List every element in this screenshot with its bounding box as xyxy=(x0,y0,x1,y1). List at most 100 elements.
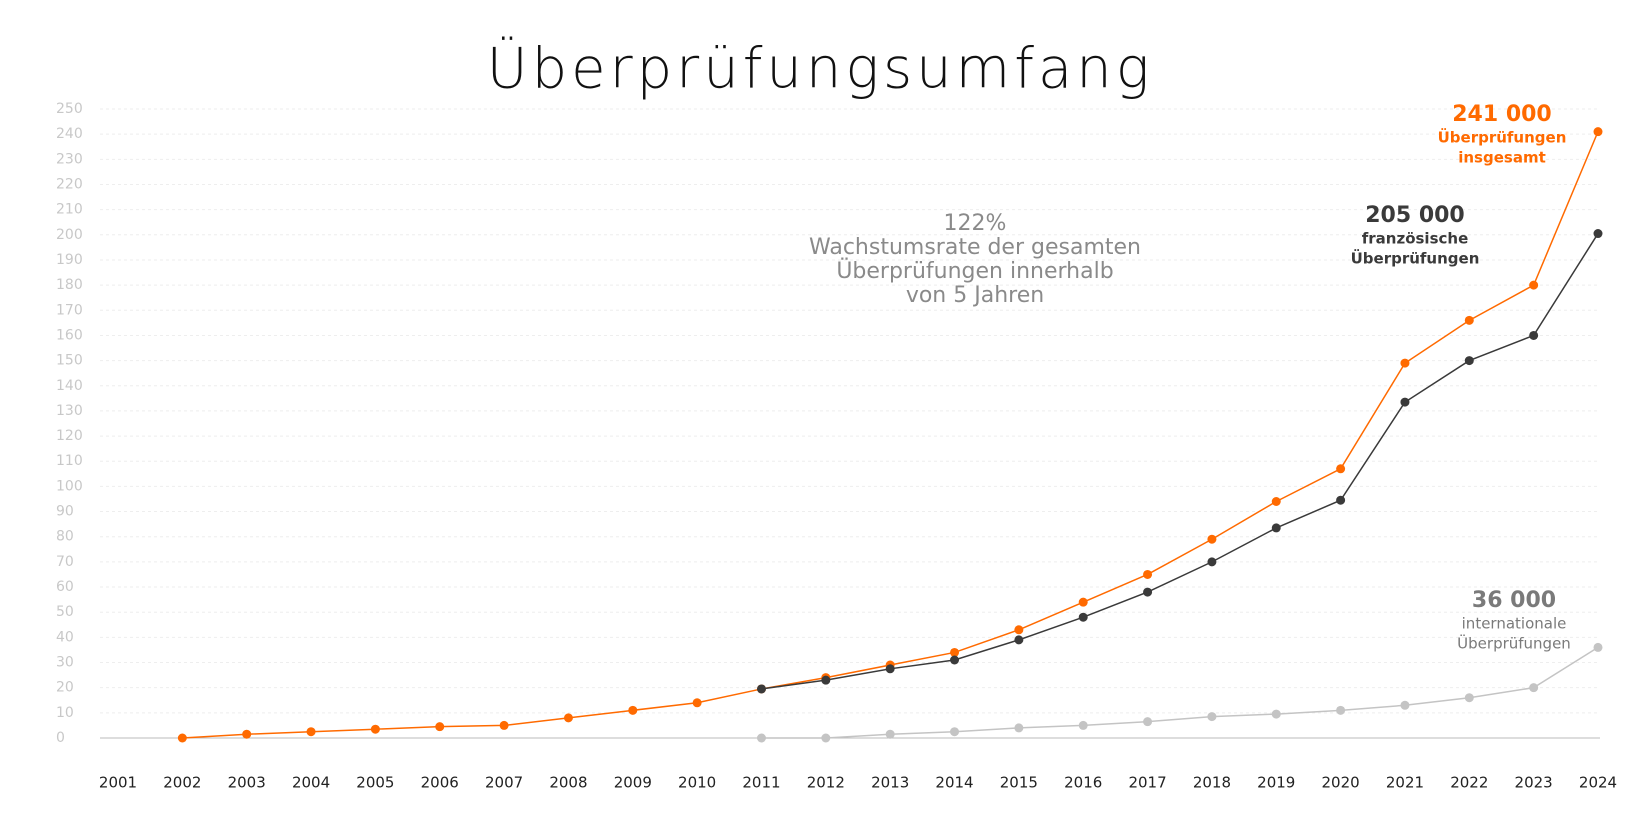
data-point xyxy=(306,727,316,737)
y-tick-label: 0 xyxy=(56,730,65,746)
y-tick-label: 180 xyxy=(56,277,83,293)
x-tick-label: 2011 xyxy=(742,774,780,792)
x-tick-label: 2012 xyxy=(807,774,845,792)
data-point xyxy=(370,724,380,734)
y-tick-label: 80 xyxy=(56,529,74,545)
data-point xyxy=(1400,358,1410,368)
data-point xyxy=(950,647,960,657)
y-tick-label: 220 xyxy=(56,176,83,192)
series-label: Überprüfungen xyxy=(1351,249,1480,268)
data-point xyxy=(1464,356,1474,366)
series-label-value: 205 000 xyxy=(1365,203,1465,228)
series-line xyxy=(761,233,1599,690)
data-point xyxy=(692,698,702,708)
x-tick-label: 2002 xyxy=(163,774,201,792)
data-point xyxy=(1143,717,1153,727)
chart-title: Überprüfungsumfang xyxy=(487,36,1154,101)
x-tick-label: 2021 xyxy=(1386,774,1424,792)
y-tick-label: 200 xyxy=(56,227,83,243)
y-tick-label: 20 xyxy=(56,680,74,696)
y-tick-label: 110 xyxy=(56,453,83,469)
series-label: internationale xyxy=(1462,615,1567,633)
x-tick-label: 2005 xyxy=(356,774,394,792)
annotation: von 5 Jahren xyxy=(906,283,1044,308)
data-point xyxy=(1529,330,1539,340)
x-tick-label: 2023 xyxy=(1515,774,1553,792)
annotation: 122% xyxy=(944,211,1007,236)
x-tick-label: 2013 xyxy=(871,774,909,792)
y-tick-label: 40 xyxy=(56,629,74,645)
y-tick-label: 210 xyxy=(56,202,83,218)
data-point xyxy=(563,713,573,723)
data-point xyxy=(1400,700,1410,710)
data-point xyxy=(1207,712,1217,722)
data-point xyxy=(1271,709,1281,719)
data-point xyxy=(177,733,187,743)
x-tick-label: 2001 xyxy=(99,774,137,792)
x-tick-label: 2017 xyxy=(1128,774,1166,792)
y-tick-label: 240 xyxy=(56,126,83,142)
x-tick-label: 2003 xyxy=(228,774,266,792)
y-tick-label: 100 xyxy=(56,478,83,494)
data-point xyxy=(1271,496,1281,506)
data-point xyxy=(1464,693,1474,703)
data-point xyxy=(821,733,831,743)
data-point xyxy=(885,664,895,674)
data-point xyxy=(1271,523,1281,533)
data-point xyxy=(242,729,252,739)
series-label: insgesamt xyxy=(1458,149,1546,167)
y-tick-label: 90 xyxy=(56,504,74,520)
y-tick-label: 130 xyxy=(56,403,83,419)
data-point xyxy=(1078,597,1088,607)
data-point xyxy=(756,684,766,694)
annotation: Wachstumsrate der gesamten xyxy=(809,235,1141,260)
data-point xyxy=(1143,569,1153,579)
x-tick-label: 2004 xyxy=(292,774,330,792)
series-label: Überprüfungen xyxy=(1438,128,1567,147)
data-point xyxy=(1593,127,1603,137)
data-point xyxy=(1400,397,1410,407)
data-point xyxy=(1207,557,1217,567)
x-tick-label: 2010 xyxy=(678,774,716,792)
x-tick-label: 2009 xyxy=(614,774,652,792)
data-point xyxy=(1464,315,1474,325)
data-point xyxy=(821,675,831,685)
data-point xyxy=(1207,534,1217,544)
y-tick-label: 50 xyxy=(56,604,74,620)
x-tick-label: 2024 xyxy=(1579,774,1617,792)
data-point xyxy=(1336,705,1346,715)
data-point xyxy=(1078,720,1088,730)
y-tick-label: 170 xyxy=(56,302,83,318)
data-point xyxy=(628,705,638,715)
x-tick-label: 2022 xyxy=(1450,774,1488,792)
data-point xyxy=(950,655,960,665)
y-tick-label: 140 xyxy=(56,378,83,394)
y-tick-label: 160 xyxy=(56,327,83,343)
data-point xyxy=(756,733,766,743)
data-point xyxy=(1529,683,1539,693)
x-tick-label: 2018 xyxy=(1193,774,1231,792)
y-tick-label: 190 xyxy=(56,252,83,268)
x-tick-label: 2015 xyxy=(1000,774,1038,792)
x-tick-label: 2006 xyxy=(421,774,459,792)
y-tick-label: 60 xyxy=(56,579,74,595)
data-point xyxy=(499,720,509,730)
y-tick-label: 70 xyxy=(56,554,74,570)
annotation: Überprüfungen innerhalb xyxy=(836,258,1113,284)
series-label: französische xyxy=(1362,230,1469,248)
y-tick-label: 150 xyxy=(56,353,83,369)
x-tick-label: 2016 xyxy=(1064,774,1102,792)
x-tick-label: 2020 xyxy=(1322,774,1360,792)
data-point xyxy=(1336,495,1346,505)
data-point xyxy=(1336,464,1346,474)
data-point xyxy=(1593,642,1603,652)
x-tick-label: 2014 xyxy=(935,774,973,792)
y-tick-label: 250 xyxy=(56,101,83,117)
x-tick-label: 2019 xyxy=(1257,774,1295,792)
data-point xyxy=(885,729,895,739)
x-tick-label: 2007 xyxy=(485,774,523,792)
data-point xyxy=(950,727,960,737)
y-tick-label: 120 xyxy=(56,428,83,444)
x-tick-label: 2008 xyxy=(549,774,587,792)
